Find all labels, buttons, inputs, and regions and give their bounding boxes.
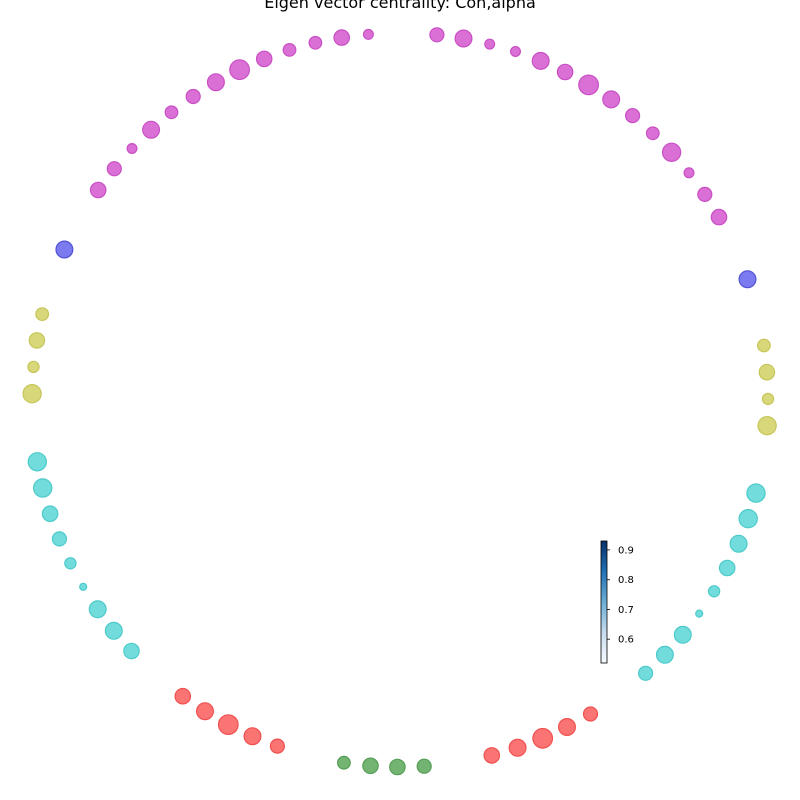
node-magenta — [578, 74, 599, 96]
node-blue — [738, 270, 757, 289]
node-magenta — [661, 142, 682, 162]
node-cyan — [637, 665, 654, 681]
node-red — [196, 702, 215, 721]
node-yellow — [28, 332, 46, 349]
node-magenta — [106, 161, 122, 177]
node-yellow — [758, 363, 776, 381]
colorbar-tick-label: 0.9 — [618, 545, 634, 556]
node-magenta — [454, 29, 473, 48]
node-red — [483, 747, 501, 764]
colorbar-tick-label: 0.6 — [618, 635, 634, 646]
node-green — [362, 757, 379, 775]
node-cyan — [41, 505, 59, 522]
node-red — [532, 727, 554, 749]
node-yellow — [22, 384, 42, 404]
node-magenta — [333, 29, 350, 46]
colorbar: 0.6 0.7 0.8 0.9 — [600, 540, 634, 664]
node-red — [582, 706, 599, 722]
node-red — [243, 727, 262, 746]
node-cyan — [51, 531, 68, 547]
node-cyan — [32, 478, 53, 498]
node-magenta — [126, 143, 138, 155]
node-red — [269, 738, 285, 754]
node-magenta — [531, 51, 550, 70]
node-cyan — [104, 621, 123, 640]
node-cyan — [673, 625, 692, 644]
node-magenta — [142, 120, 161, 139]
node-magenta — [683, 167, 695, 179]
colorbar-gradient — [600, 540, 608, 664]
node-yellow — [27, 360, 40, 374]
node-cyan — [655, 645, 674, 664]
node-yellow — [761, 392, 775, 406]
node-cyan — [729, 534, 748, 553]
node-green — [337, 755, 351, 770]
node-magenta — [510, 45, 522, 57]
node-cyan — [718, 559, 736, 577]
colorbar-ticks: 0.6 0.7 0.8 0.9 — [607, 545, 634, 646]
node-cyan — [64, 557, 77, 570]
node-cyan — [738, 509, 758, 529]
node-magenta — [89, 181, 107, 199]
node-yellow — [757, 416, 777, 436]
node-magenta — [362, 28, 374, 40]
node-magenta — [697, 186, 713, 202]
node-magenta — [255, 50, 273, 68]
node-magenta — [645, 126, 660, 141]
node-yellow — [35, 307, 50, 322]
node-yellow — [757, 338, 771, 353]
node-green — [389, 758, 406, 776]
node-magenta — [484, 38, 496, 50]
node-red — [217, 714, 239, 735]
node-green — [416, 758, 432, 774]
node-magenta — [282, 43, 297, 57]
node-magenta — [185, 88, 201, 105]
node-cyan — [746, 483, 766, 503]
node-cyan — [123, 642, 140, 660]
node-magenta — [164, 105, 179, 120]
node-magenta — [710, 208, 728, 226]
node-cyan — [27, 452, 47, 472]
node-blue — [55, 240, 74, 259]
node-magenta — [429, 27, 445, 43]
node-magenta — [602, 90, 621, 109]
node-magenta — [229, 59, 251, 81]
colorbar-tick-label: 0.7 — [618, 605, 634, 616]
node-red — [508, 738, 527, 757]
node-cyan — [79, 582, 88, 591]
node-cyan — [707, 585, 721, 598]
nodes-layer — [22, 27, 777, 776]
node-cyan — [695, 609, 704, 618]
node-magenta — [308, 35, 323, 50]
chart-title: Eigen vector centrality: Con,alpha — [264, 0, 536, 12]
node-magenta — [624, 107, 641, 124]
node-magenta — [556, 63, 574, 81]
node-cyan — [88, 600, 107, 619]
colorbar-tick-label: 0.8 — [618, 575, 634, 586]
node-magenta — [206, 73, 225, 92]
node-red — [557, 717, 576, 736]
node-red — [174, 687, 192, 705]
